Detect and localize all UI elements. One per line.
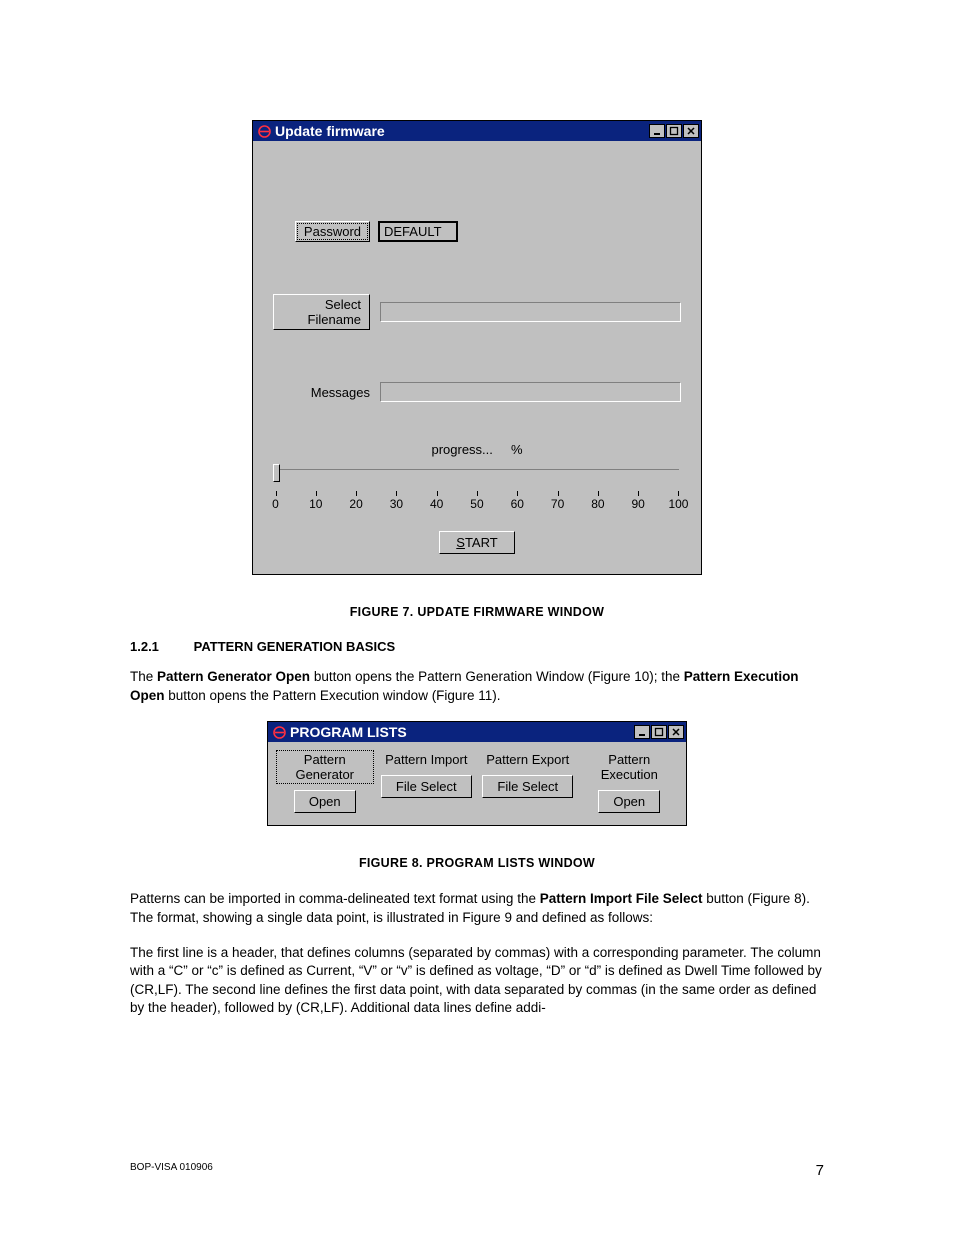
page-number: 7 — [816, 1162, 824, 1179]
start-button[interactable]: START — [439, 531, 514, 554]
minimize-button[interactable] — [649, 124, 665, 138]
filename-field[interactable] — [380, 302, 681, 322]
titlebar: Update firmware — [253, 121, 701, 141]
messages-row: Messages — [273, 382, 681, 402]
maximize-button[interactable] — [666, 124, 682, 138]
password-value[interactable]: DEFAULT — [378, 221, 458, 242]
update-firmware-window: Update firmware Password DEFAULT — [252, 120, 702, 575]
close-button[interactable] — [668, 725, 684, 739]
program-lists-column: Pattern Execution Open — [583, 752, 677, 813]
window-title: PROGRAM LISTS — [290, 724, 633, 740]
messages-field — [380, 382, 681, 402]
close-button[interactable] — [683, 124, 699, 138]
progress-unit: % — [511, 442, 523, 457]
program-lists-column: Pattern Import File Select — [380, 752, 474, 813]
progress-slider[interactable]: 0102030405060708090100 — [275, 469, 679, 499]
paragraph-3: The first line is a header, that defines… — [130, 944, 824, 1019]
app-icon — [257, 124, 271, 138]
window-title: Update firmware — [275, 123, 648, 139]
program-lists-column: Pattern Export File Select — [481, 752, 575, 813]
filename-row: Select Filename — [273, 294, 681, 330]
progress-label-row: progress... % — [273, 442, 681, 457]
program-lists-window: PROGRAM LISTS Pattern GeneratorOpenPatte… — [267, 721, 687, 826]
start-accel: S — [456, 535, 465, 550]
page-footer: BOP-VISA 010906 7 — [130, 1162, 824, 1179]
paragraph-2: Patterns can be imported in comma-deline… — [130, 890, 824, 927]
progress-label: progress... — [431, 442, 492, 457]
start-rest: TART — [465, 535, 498, 550]
open-button[interactable]: Open — [598, 790, 660, 813]
app-icon — [272, 725, 286, 739]
password-row: Password DEFAULT — [273, 221, 681, 242]
messages-label: Messages — [311, 385, 370, 400]
select-filename-button[interactable]: Select Filename — [273, 294, 370, 330]
open-button[interactable]: Open — [294, 790, 356, 813]
window-buttons — [633, 725, 684, 739]
column-label: Pattern Import — [380, 752, 474, 767]
paragraph-1: The Pattern Generator Open button opens … — [130, 668, 824, 705]
section-title: PATTERN GENERATION BASICS — [194, 639, 396, 654]
column-label: Pattern Execution — [583, 752, 677, 782]
column-label: Pattern Export — [481, 752, 575, 767]
maximize-button[interactable] — [651, 725, 667, 739]
footer-left: BOP-VISA 010906 — [130, 1162, 213, 1179]
section-heading: 1.2.1 PATTERN GENERATION BASICS — [130, 639, 824, 654]
section-number: 1.2.1 — [130, 639, 190, 654]
titlebar: PROGRAM LISTS — [268, 722, 686, 742]
file-select-button[interactable]: File Select — [482, 775, 573, 798]
document-page: Update firmware Password DEFAULT — [0, 0, 954, 1235]
figure7-caption: FIGURE 7. UPDATE FIRMWARE WINDOW — [130, 605, 824, 619]
window-buttons — [648, 124, 699, 138]
figure8-caption: FIGURE 8. PROGRAM LISTS WINDOW — [130, 856, 824, 870]
program-lists-column: Pattern Generator Open — [278, 752, 372, 813]
column-label: Pattern Generator — [278, 752, 372, 782]
minimize-button[interactable] — [634, 725, 650, 739]
update-firmware-body: Password DEFAULT Select Filename Message… — [253, 141, 701, 574]
slider-thumb[interactable] — [273, 464, 280, 482]
program-lists-body: Pattern Generator Open Pattern Import File … — [268, 742, 686, 825]
file-select-button[interactable]: File Select — [381, 775, 472, 798]
password-button[interactable]: Password — [295, 221, 370, 242]
